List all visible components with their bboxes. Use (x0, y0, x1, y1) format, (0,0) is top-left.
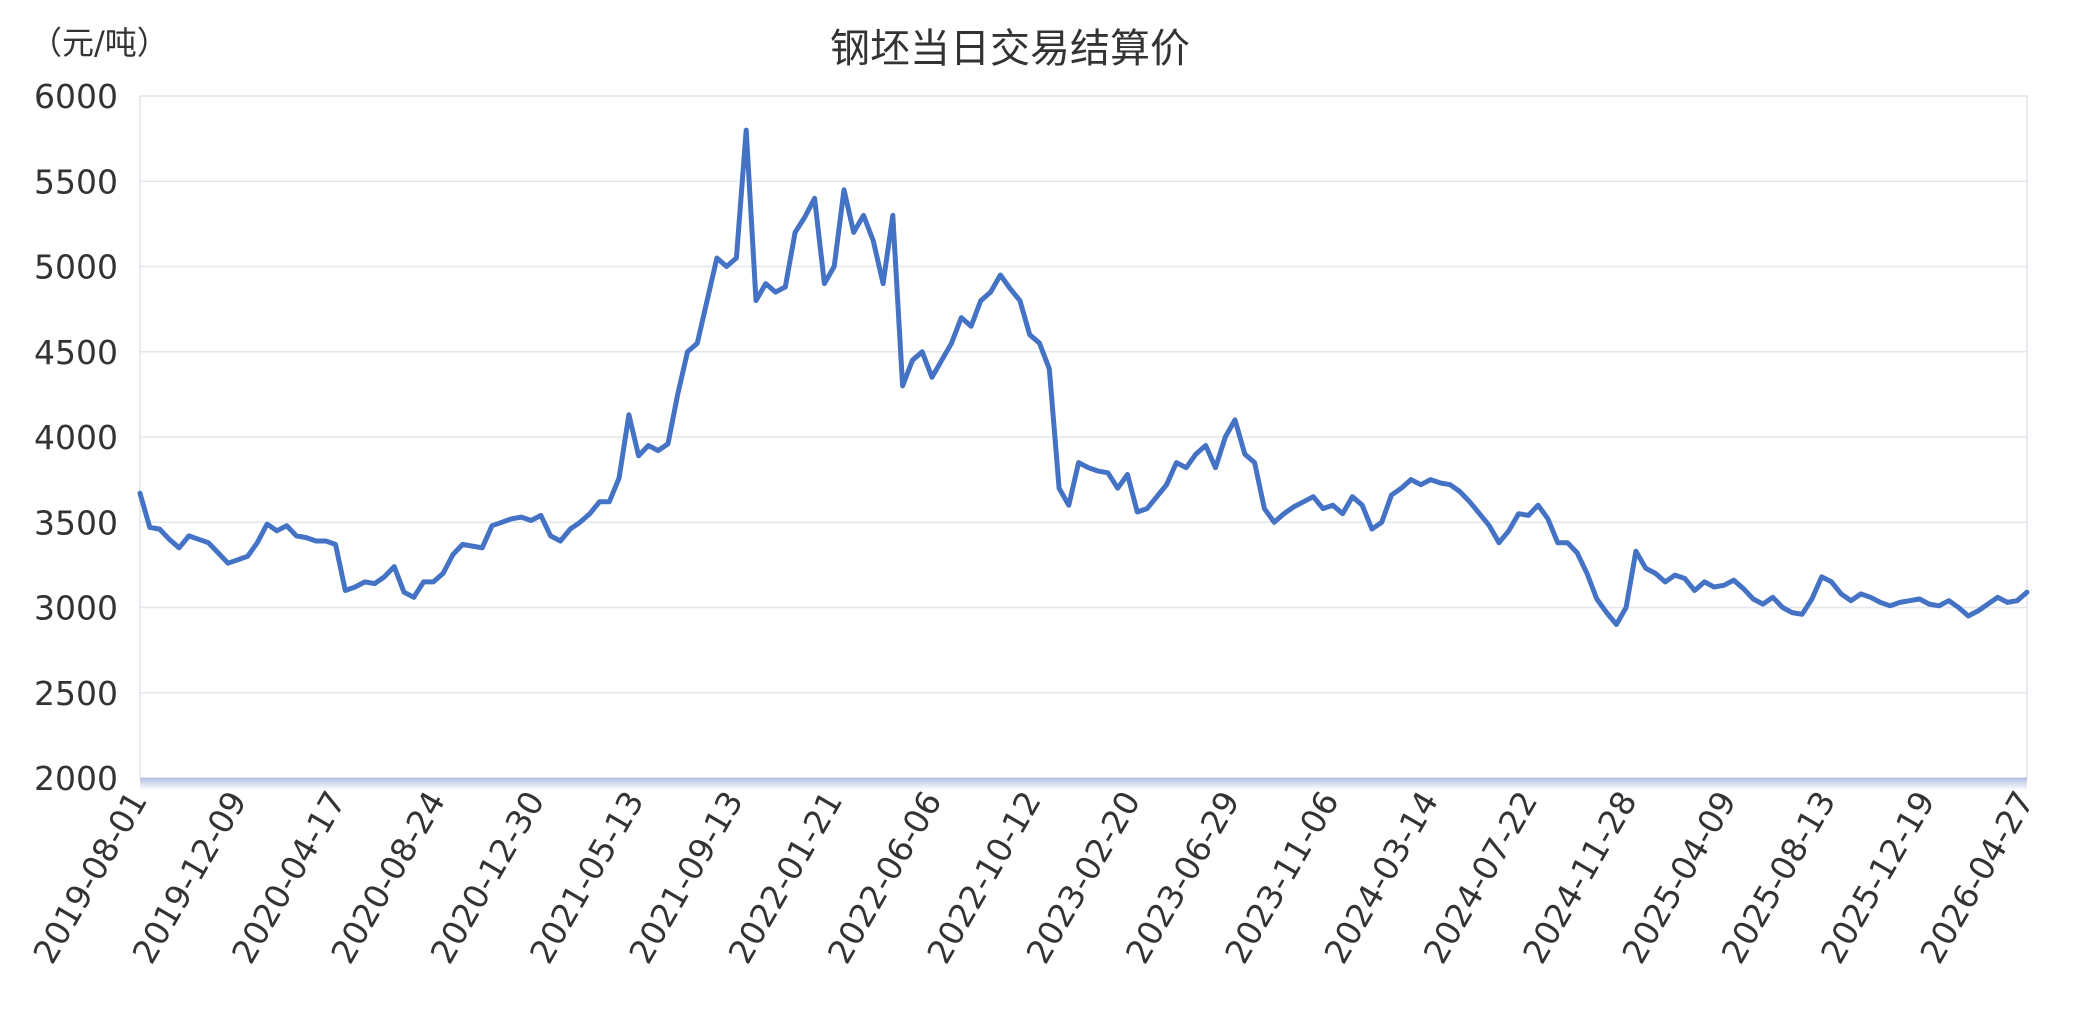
chart-title: 钢坯当日交易结算价 (830, 26, 1190, 72)
series-line (137, 127, 2030, 627)
y-tick-label: 2000 (34, 759, 118, 798)
y-tick-label: 4000 (34, 418, 118, 457)
y-tick-label: 5500 (34, 162, 118, 201)
plot-bottom-shadow (140, 778, 2027, 790)
y-tick-label: 3000 (34, 589, 118, 628)
x-axis-ticks: 2019-08-012019-12-092020-04-172020-08-24… (25, 785, 2042, 971)
gridlines (140, 180, 2027, 694)
y-axis-ticks: 6000 5500 5000 4500 4000 3500 3000 2500 2000 (34, 77, 118, 798)
y-axis-unit-label: （元/吨） (30, 24, 169, 62)
y-tick-label: 6000 (34, 77, 118, 116)
y-tick-label: 4500 (34, 333, 118, 372)
y-tick-label: 5000 (34, 248, 118, 287)
y-tick-label: 3500 (34, 503, 118, 542)
series-group (137, 127, 2030, 627)
y-tick-label: 2500 (34, 674, 118, 713)
